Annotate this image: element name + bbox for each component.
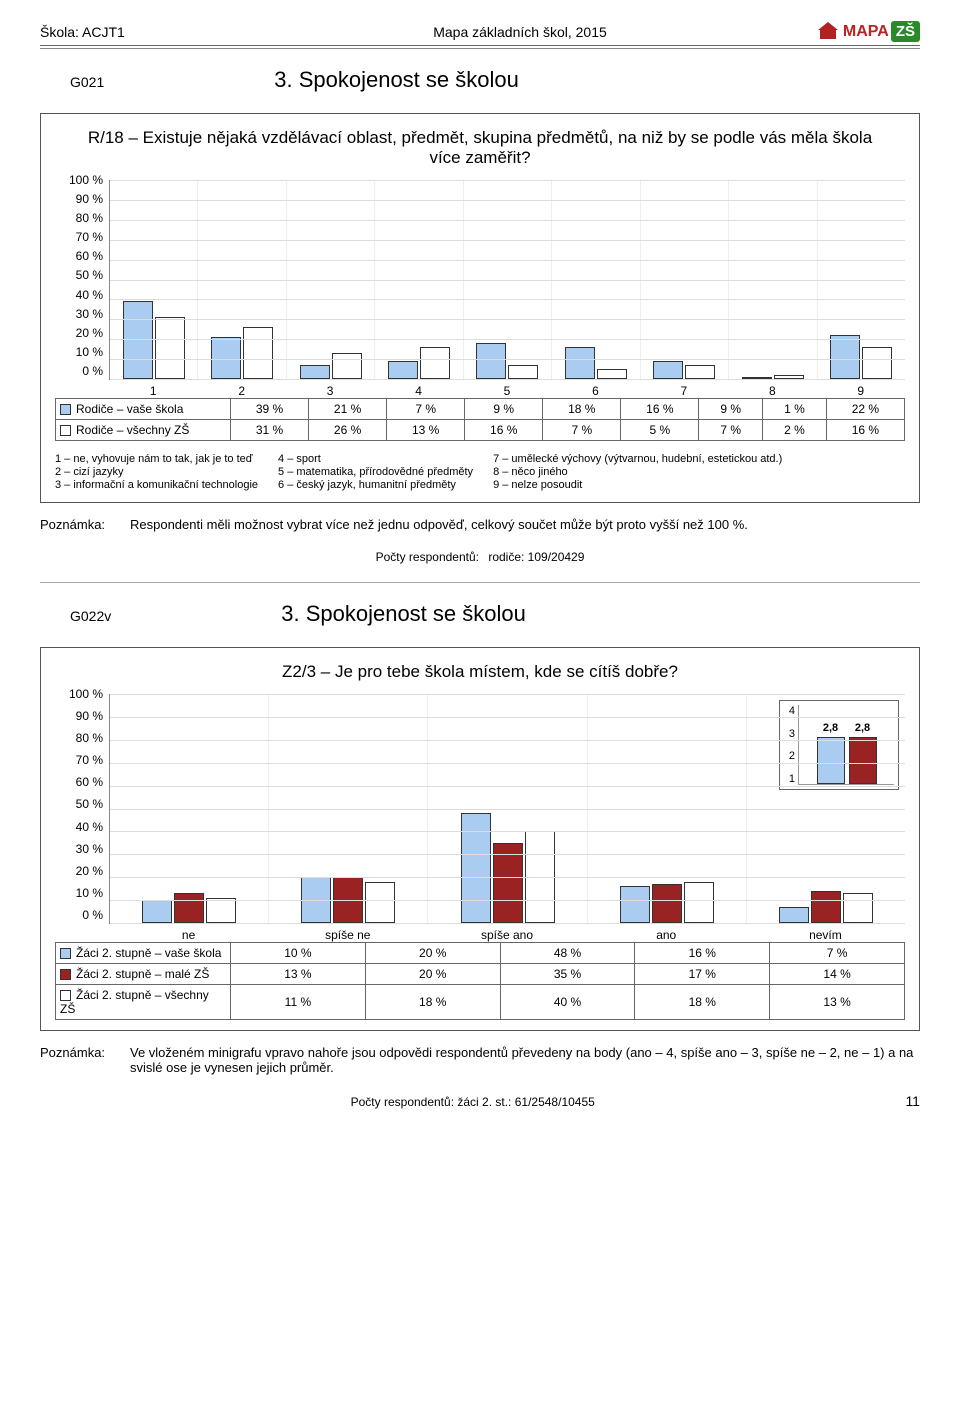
series-label: Žáci 2. stupně – všechny ZŠ (56, 985, 231, 1020)
chart2-table: Žáci 2. stupně – vaše škola10 %20 %48 %1… (55, 942, 905, 1020)
chart2-title: Z2/3 – Je pro tebe škola místem, kde se … (55, 662, 905, 682)
logo-badge: ZŠ (891, 21, 920, 42)
bar (155, 317, 185, 379)
note-label: Poznámka: (40, 517, 130, 532)
inset-bar: 2,8 (817, 737, 845, 784)
section2-code: G022v (70, 608, 111, 624)
section1-header: G021 3. Spokojenost se školou (40, 67, 920, 93)
chart2-plot: 100 %90 %80 %70 %60 %50 %40 %30 %20 %10 … (55, 694, 905, 924)
bar (684, 882, 714, 923)
bar (243, 327, 273, 379)
bar (653, 361, 683, 379)
bar (123, 301, 153, 379)
bar (388, 361, 418, 379)
chart1-xaxis: 123456789 (109, 380, 905, 398)
section2-header: G022v 3. Spokojenost se školou (40, 601, 920, 627)
inset-bar: 2,8 (849, 737, 877, 784)
house-icon (815, 20, 841, 43)
chart1-area (109, 180, 905, 380)
bar (620, 886, 650, 923)
chart1-yaxis: 100 %90 %80 %70 %60 %50 %40 %30 %20 %10 … (55, 180, 109, 380)
school-label: Škola: ACJT1 (40, 24, 240, 40)
series-label: Žáci 2. stupně – vaše škola (56, 943, 231, 964)
series-label: Žáci 2. stupně – malé ZŠ (56, 964, 231, 985)
bar (597, 369, 627, 379)
bar (174, 893, 204, 923)
chart2-yaxis: 100 %90 %80 %70 %60 %50 %40 %30 %20 %10 … (55, 694, 109, 924)
bar (476, 343, 506, 379)
section1-title: 3. Spokojenost se školou (274, 67, 519, 93)
section1-note: Poznámka: Respondenti měli možnost vybra… (40, 517, 920, 532)
bar (811, 891, 841, 923)
bar (365, 882, 395, 923)
bar (685, 365, 715, 379)
section2-note: Poznámka: Ve vloženém minigrafu vpravo n… (40, 1045, 920, 1075)
chart2-box: Z2/3 – Je pro tebe škola místem, kde se … (40, 647, 920, 1031)
bar (300, 365, 330, 379)
chart1-table: Rodiče – vaše škola39 %21 %7 %9 %18 %16 … (55, 398, 905, 441)
chart1-legend: 1 – ne, vyhovuje nám to tak, jak je to t… (55, 453, 905, 492)
bar (652, 884, 682, 923)
bar (142, 900, 172, 923)
section1-code: G021 (70, 74, 104, 90)
page-header: Škola: ACJT1 Mapa základních škol, 2015 … (40, 20, 920, 46)
bar (843, 893, 873, 923)
note-label: Poznámka: (40, 1045, 130, 1075)
note-text: Respondenti měli možnost vybrat více než… (130, 517, 920, 532)
chart1-box: R/18 – Existuje nějaká vzdělávací oblast… (40, 113, 920, 503)
logo-text: MAPA (843, 23, 889, 41)
chart2-xaxis: nespíše nespíše anoanonevím (109, 924, 905, 942)
bar (565, 347, 595, 379)
section1-respondents: Počty respondentů: rodiče: 109/20429 (40, 550, 920, 564)
section2-title: 3. Spokojenost se školou (281, 601, 526, 627)
logo: MAPA ZŠ (800, 20, 920, 43)
note-text: Ve vloženém minigrafu vpravo nahoře jsou… (130, 1045, 920, 1075)
header-divider (40, 48, 920, 49)
bar (461, 813, 491, 923)
page-number: 11 (905, 1093, 920, 1109)
map-title: Mapa základních škol, 2015 (240, 24, 800, 40)
chart1-plot: 100 %90 %80 %70 %60 %50 %40 %30 %20 %10 … (55, 180, 905, 380)
series-label: Rodiče – vaše škola (56, 399, 231, 420)
chart1-title: R/18 – Existuje nějaká vzdělávací oblast… (55, 128, 905, 168)
bar (508, 365, 538, 379)
page-footer: Počty respondentů: žáci 2. st.: 61/2548/… (40, 1093, 920, 1109)
bar (779, 907, 809, 923)
series-label: Rodiče – všechny ZŠ (56, 420, 231, 441)
chart2-inset: 4321 2,82,8 (779, 700, 899, 790)
bar (420, 347, 450, 379)
bar (862, 347, 892, 379)
bar (206, 898, 236, 923)
chart2-area: 4321 2,82,8 (109, 694, 905, 924)
divider (40, 582, 920, 583)
bar (830, 335, 860, 379)
bar (332, 353, 362, 379)
